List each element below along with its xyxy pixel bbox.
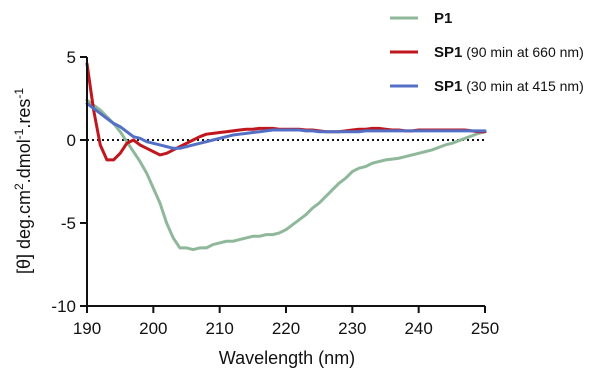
y-axis-title-sup1: 2 [12,183,26,190]
y-tick-label: -10 [51,297,76,316]
y-tick-label: 5 [67,48,76,67]
y-tick-label: 0 [67,131,76,150]
legend-label-detail: (90 min at 660 nm) [462,44,583,60]
y-axis-title-sup3: -1 [12,88,26,99]
x-tick-label: 190 [73,319,101,338]
y-axis-title-suffix: .res [14,99,34,129]
x-tick-label: 200 [139,319,167,338]
legend-item-3: SP1 (30 min at 415 nm) [390,78,584,95]
axes: 5 0 -5 -10 190 200 210 220 230 240 250 [51,48,499,338]
legend-item-2: SP1 (90 min at 660 nm) [390,44,584,61]
legend-label: SP1 (90 min at 660 nm) [434,44,584,61]
legend-label-bold: P1 [434,10,452,27]
x-axis-ticks: 190 200 210 220 230 240 250 [73,306,499,338]
legend-label-bold: SP1 [434,78,462,95]
y-axis-title-middle: .dmol [14,139,34,183]
series-line-2 [85,62,487,162]
x-tick-label: 220 [272,319,300,338]
plot-area [85,62,487,252]
x-tick-label: 250 [471,319,499,338]
x-tick-label: 240 [404,319,432,338]
series-layer [85,62,487,252]
x-tick-label: 210 [205,319,233,338]
y-axis-title-prefix: [θ] deg.cm [14,190,34,274]
y-axis-title: [θ] deg.cm2.dmol-1.res-1 [12,88,34,274]
legend-label-detail: (30 min at 415 nm) [462,78,583,94]
legend-label-bold: SP1 [434,44,462,61]
legend-label: SP1 (30 min at 415 nm) [434,78,584,95]
series-line-3 [85,101,487,150]
y-axis-ticks: 5 0 -5 -10 [51,48,87,316]
series-line-1 [85,98,487,252]
x-tick-label: 230 [338,319,366,338]
y-tick-label: -5 [61,214,76,233]
x-axis-title: Wavelength (nm) [219,348,355,368]
legend-item-1: P1 [390,10,452,27]
legend-label: P1 [434,10,452,27]
y-axis-title-sup2: -1 [12,128,26,139]
